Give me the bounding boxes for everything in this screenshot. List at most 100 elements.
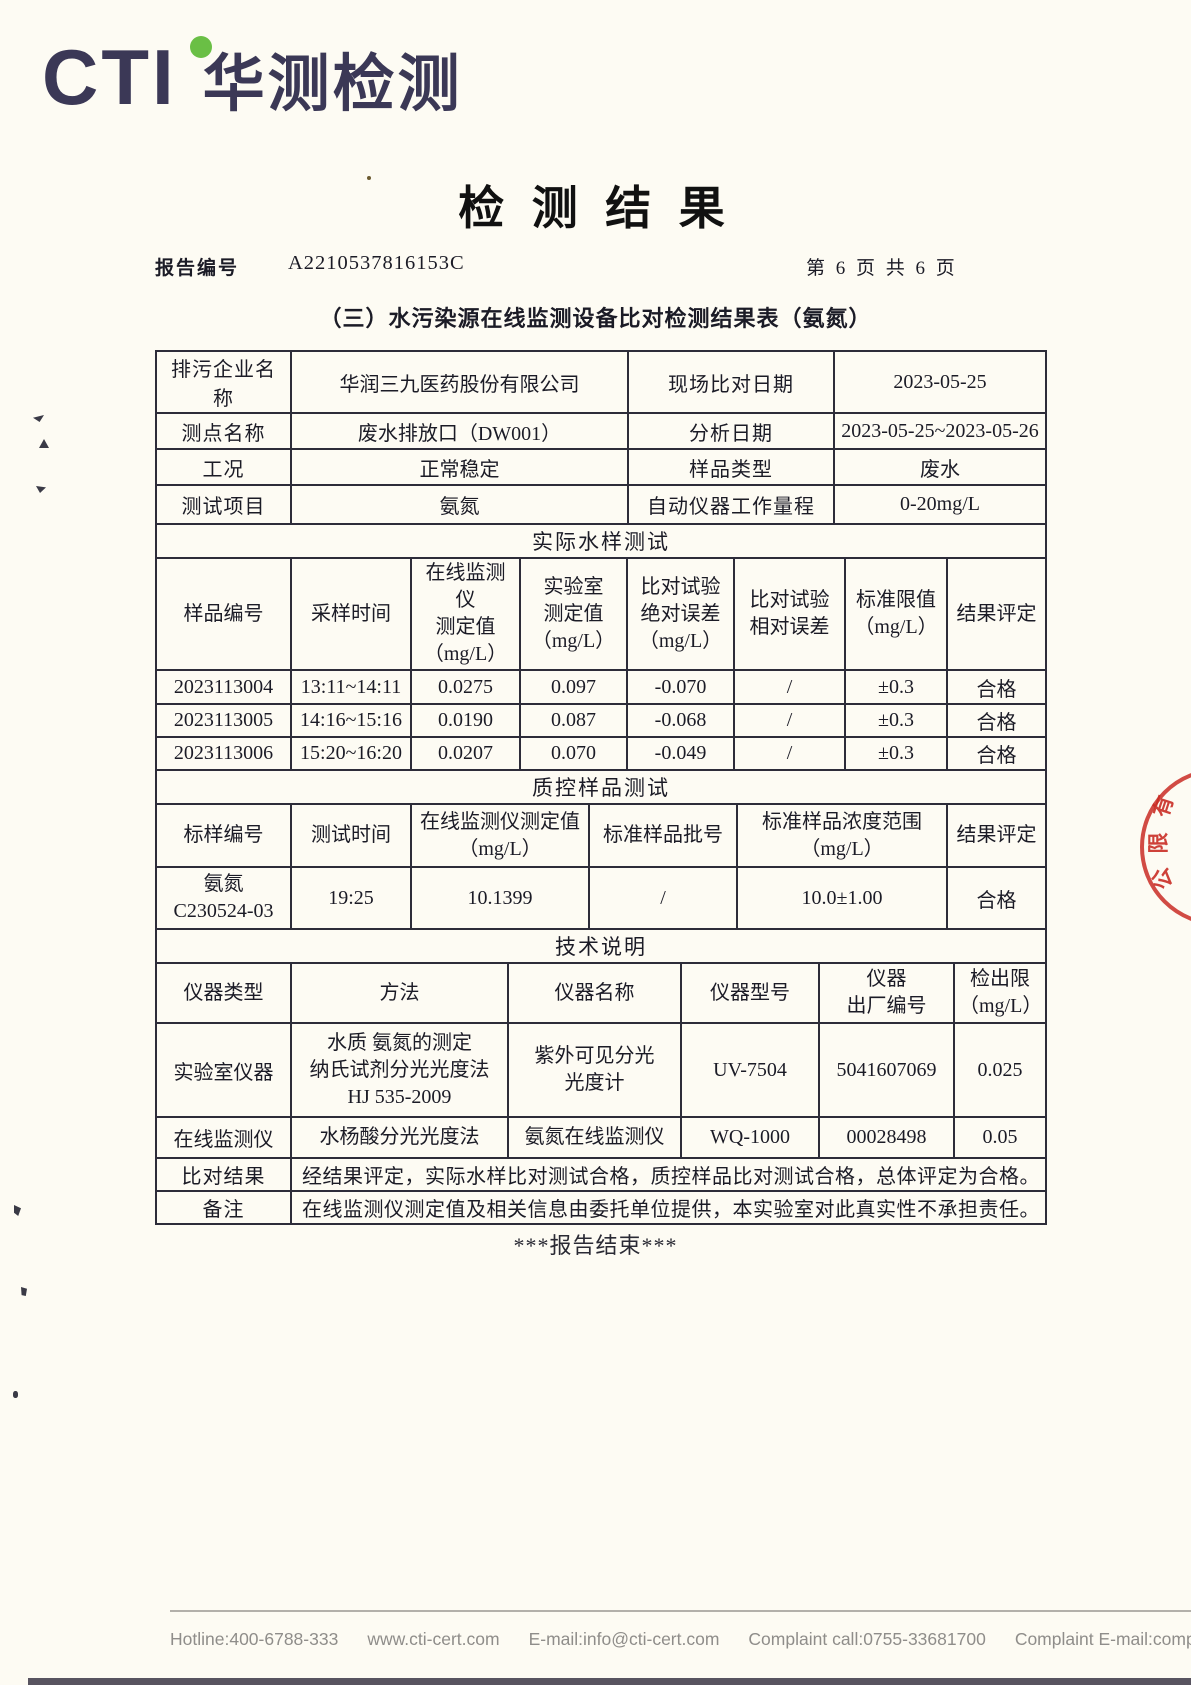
header-standard-id: 标样编号: [155, 803, 292, 868]
tech-table: 技术说明 仪器类型 方法 仪器名称 仪器型号 仪器 出厂编号 检出限 （mg/L…: [155, 928, 1047, 1159]
table-row: 氨氮 C230524-03 19:25 10.1399 / 10.0±1.00 …: [155, 866, 1048, 930]
cell-sample-id: 2023113006: [155, 736, 292, 771]
scan-speck: [33, 415, 44, 422]
analysis-date-value: 2023-05-25~2023-05-26: [833, 412, 1047, 450]
cell-instrument-name: 紫外可见分光 光度计: [507, 1022, 682, 1118]
header-std-limit: 标准限值 （mg/L）: [844, 557, 948, 671]
scan-speck: [14, 1205, 21, 1216]
header-sample-id: 样品编号: [155, 557, 292, 671]
cell-sample-id: 2023113005: [155, 703, 292, 738]
footer-complaint-call: Complaint call:0755-33681700: [748, 1629, 986, 1649]
section-band-row: 技术说明: [155, 928, 1047, 964]
header-instrument-name: 仪器名称: [507, 962, 682, 1024]
cell-conc-range: 10.0±1.00: [736, 866, 948, 930]
header-abs-error: 比对试验 绝对误差 （mg/L）: [626, 557, 735, 671]
test-item-label: 测试项目: [155, 484, 292, 525]
company-name-label: 排污企业名称: [155, 350, 292, 414]
footer-hotline: Hotline:400-6788-333: [170, 1629, 339, 1649]
compare-date-value: 2023-05-25: [833, 350, 1047, 414]
footer-divider: [170, 1610, 1191, 1612]
header-test-time: 测试时间: [290, 803, 412, 868]
conclusion-label: 比对结果: [155, 1157, 292, 1192]
table-row: 备注 在线监测仪测定值及相关信息由委托单位提供，本实验室对此真实性不承担责任。: [155, 1190, 1047, 1225]
cell-result: 合格: [945, 866, 1048, 930]
footer: Hotline:400-6788-333 www.cti-cert.com E-…: [170, 1629, 1191, 1650]
page-indicator: 第 6 页 共 6 页: [806, 258, 958, 279]
cell-serial-no: 5041607069: [818, 1022, 955, 1118]
cell-lab-value: 0.087: [519, 703, 628, 738]
table-row: 2023113004 13:11~14:11 0.0275 0.097 -0.0…: [155, 669, 1047, 705]
report-number-value: A2210537816153C: [288, 252, 465, 274]
range-value: 0-20mg/L: [833, 484, 1047, 525]
info-table: 排污企业名称 华润三九医药股份有限公司 现场比对日期 2023-05-25 测点…: [155, 350, 1047, 525]
cell-test-time: 19:25: [290, 866, 412, 930]
header-lab-value: 实验室 测定值 （mg/L）: [519, 557, 628, 671]
table-row: 实验室仪器 水质 氨氮的测定 纳氏试剂分光光度法 HJ 535-2009 紫外可…: [155, 1022, 1047, 1118]
qc-test-section-title: 质控样品测试: [154, 769, 1048, 805]
remark-label: 备注: [155, 1190, 292, 1225]
cell-serial-no: 00028498: [818, 1116, 955, 1159]
scan-speck: [367, 176, 371, 180]
cell-instrument-type: 在线监测仪: [155, 1116, 292, 1159]
footer-complaint-email: Complaint E-mail:complaint@cti-cert.com: [1014, 1629, 1191, 1649]
table-row: 测试项目 氨氮 自动仪器工作量程 0-20mg/L: [155, 484, 1047, 525]
cell-instrument-type: 实验室仪器: [155, 1022, 292, 1118]
cell-standard-id: 氨氮 C230524-03: [155, 866, 292, 930]
end-of-report-note: ***报告结束***: [513, 1233, 678, 1258]
cell-method: 水质 氨氮的测定 纳氏试剂分光光度法 HJ 535-2009: [290, 1022, 509, 1118]
header-batch-no: 标准样品批号: [588, 803, 738, 868]
sample-type-value: 废水: [833, 448, 1047, 486]
cell-result: 合格: [946, 703, 1047, 738]
scan-speck: [13, 1391, 18, 1398]
table-row: 工况 正常稳定 样品类型 废水: [155, 448, 1047, 486]
site-name-value: 废水排放口（DW001）: [290, 412, 629, 450]
cell-batch-no: /: [588, 866, 738, 930]
header-serial-no: 仪器 出厂编号: [818, 962, 955, 1024]
header-result: 结果评定: [945, 803, 1048, 868]
range-label: 自动仪器工作量程: [627, 484, 835, 525]
table-row: 2023113006 15:20~16:20 0.0207 0.070 -0.0…: [155, 736, 1047, 771]
header-online-value: 在线监测仪 测定值 （mg/L）: [410, 557, 521, 671]
table-row: 在线监测仪 水杨酸分光光度法 氨氮在线监测仪 WQ-1000 00028498 …: [155, 1116, 1047, 1159]
cell-abs-error: -0.070: [626, 669, 735, 705]
analysis-date-label: 分析日期: [627, 412, 835, 450]
qc-sample-table: 质控样品测试 标样编号 测试时间 在线监测仪测定值 （mg/L） 标准样品批号 …: [154, 769, 1048, 930]
cti-logo-chinese: 华测检测: [202, 50, 463, 119]
cell-std-limit: ±0.3: [844, 669, 948, 705]
footer-website: www.cti-cert.com: [367, 1629, 500, 1649]
cti-logo: CTI 华测检测: [42, 36, 463, 138]
cell-sample-id: 2023113004: [155, 669, 292, 705]
cell-lab-value: 0.097: [519, 669, 628, 705]
cell-online-value: 0.0190: [410, 703, 521, 738]
cell-lab-value: 0.070: [519, 736, 628, 771]
red-seal-char: 限: [1146, 832, 1171, 854]
cell-std-limit: ±0.3: [844, 703, 948, 738]
report-number-label: 报告编号: [155, 258, 240, 279]
scan-edge-bar: [28, 1678, 1191, 1685]
scan-speck: [36, 486, 46, 493]
header-row: 标样编号 测试时间 在线监测仪测定值 （mg/L） 标准样品批号 标准样品浓度范…: [155, 803, 1048, 868]
cell-detection-limit: 0.025: [953, 1022, 1047, 1118]
section-band-row: 实际水样测试: [155, 523, 1047, 559]
cell-rel-error: /: [733, 669, 846, 705]
cell-method: 水杨酸分光光度法: [290, 1116, 509, 1159]
conclusion-table: 比对结果 经结果评定，实际水样比对测试合格，质控样品比对测试合格，总体评定为合格…: [155, 1157, 1047, 1225]
table-row: 比对结果 经结果评定，实际水样比对测试合格，质控样品比对测试合格，总体评定为合格…: [155, 1157, 1047, 1192]
header-instrument-type: 仪器类型: [155, 962, 292, 1024]
header-online-value: 在线监测仪测定值 （mg/L）: [410, 803, 590, 868]
header-conc-range: 标准样品浓度范围 （mg/L）: [736, 803, 948, 868]
cell-result: 合格: [946, 669, 1047, 705]
header-rel-error: 比对试验 相对误差: [733, 557, 846, 671]
header-method: 方法: [290, 962, 509, 1024]
cell-instrument-model: UV-7504: [680, 1022, 820, 1118]
results-table: 排污企业名称 华润三九医药股份有限公司 现场比对日期 2023-05-25 测点…: [154, 350, 1048, 1225]
sample-type-label: 样品类型: [627, 448, 835, 486]
cell-std-limit: ±0.3: [844, 736, 948, 771]
compare-date-label: 现场比对日期: [627, 350, 835, 414]
cell-instrument-model: WQ-1000: [680, 1116, 820, 1159]
company-name-value: 华润三九医药股份有限公司: [290, 350, 629, 414]
cell-sampling-time: 14:16~15:16: [290, 703, 412, 738]
condition-label: 工况: [155, 448, 292, 486]
cell-instrument-name: 氨氮在线监测仪: [507, 1116, 682, 1159]
remark-text: 在线监测仪测定值及相关信息由委托单位提供，本实验室对此真实性不承担责任。: [290, 1190, 1047, 1225]
